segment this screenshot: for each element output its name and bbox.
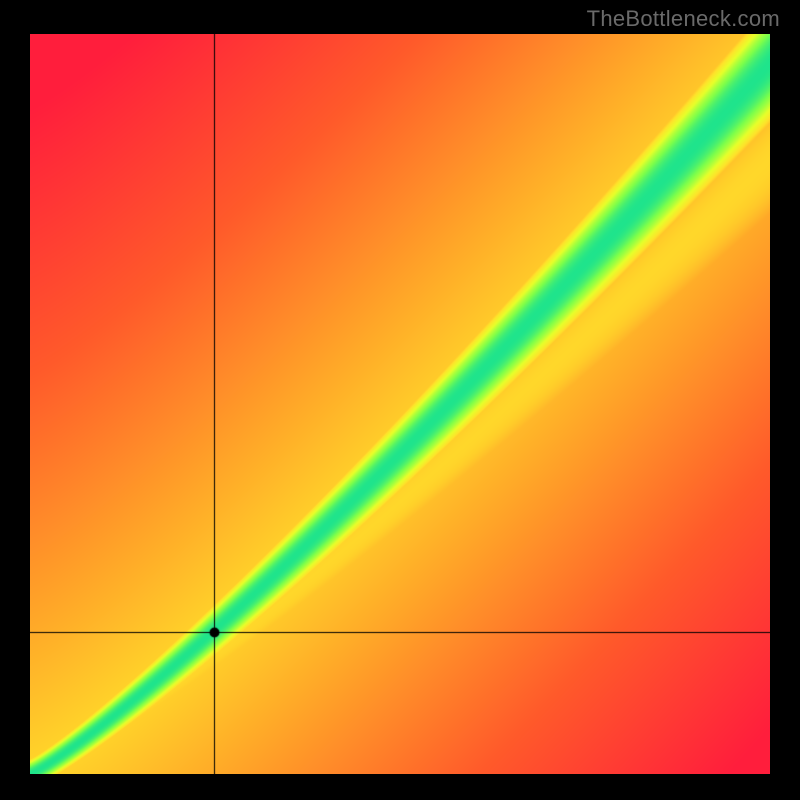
heatmap-canvas	[30, 34, 770, 774]
heatmap-plot	[30, 34, 770, 774]
attribution-watermark: TheBottleneck.com	[587, 6, 780, 32]
chart-container: TheBottleneck.com	[0, 0, 800, 800]
